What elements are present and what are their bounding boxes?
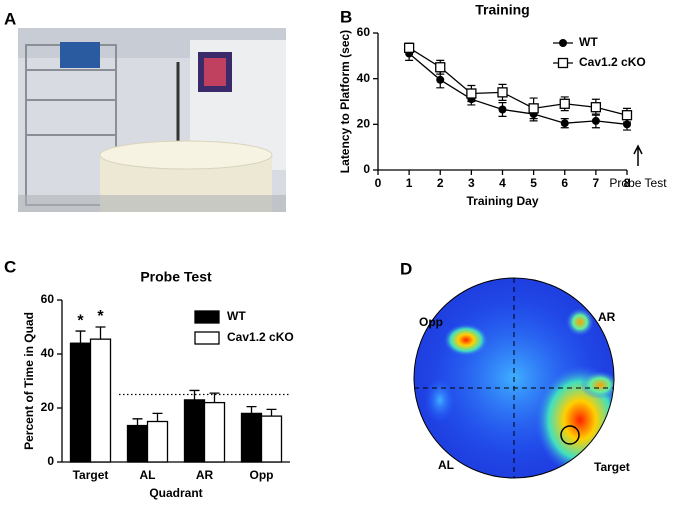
- marker: [621, 110, 633, 121]
- error-bar: [132, 418, 143, 426]
- marker: [466, 88, 477, 99]
- marker: [590, 102, 602, 113]
- y-tick-label: 60: [41, 292, 55, 306]
- bar: [183, 399, 206, 463]
- x-tick-label: Target: [73, 468, 109, 482]
- x-axis-label: Quadrant: [149, 486, 202, 500]
- y-tick-label: 0: [363, 162, 370, 176]
- bar: [89, 338, 112, 463]
- y-tick-label: 40: [41, 346, 55, 360]
- marker: [528, 103, 539, 114]
- x-tick-label: 2: [437, 176, 444, 190]
- line: [408, 53, 628, 125]
- y-axis-label: Latency to Platform (sec): [338, 30, 352, 173]
- significance: *: [97, 308, 104, 325]
- legend-label: Cav1.2 cKO: [227, 330, 294, 344]
- error-bar: [246, 406, 257, 414]
- legend-label: WT: [227, 309, 246, 323]
- marker: [559, 98, 570, 109]
- marker: [435, 62, 446, 73]
- x-tick-label: 5: [530, 176, 537, 190]
- y-tick-label: 20: [357, 117, 371, 131]
- marker: [591, 116, 600, 125]
- x-tick-label: Opp: [250, 468, 274, 482]
- x-tick-label: 3: [468, 176, 475, 190]
- quadrant-label: AR: [598, 310, 616, 324]
- photo: [18, 28, 286, 212]
- line: [408, 47, 628, 116]
- annotation-arrow: [633, 144, 643, 166]
- error-bar: [95, 326, 106, 340]
- error-bar: [75, 330, 86, 344]
- bar: [240, 412, 263, 463]
- panel-label: C: [4, 257, 16, 276]
- quadrant-label: Target: [594, 460, 630, 474]
- marker: [498, 105, 507, 114]
- significance: *: [77, 312, 84, 329]
- marker: [436, 75, 445, 84]
- panel-label: B: [340, 7, 352, 26]
- error-bar: [209, 392, 220, 403]
- chart-title: Probe Test: [140, 269, 212, 285]
- marker: [403, 42, 415, 53]
- x-tick-label: 6: [561, 176, 568, 190]
- marker: [497, 87, 508, 98]
- legend-swatch: [194, 310, 220, 324]
- legend-marker: [557, 57, 569, 69]
- platform: [560, 425, 580, 445]
- legend-marker: [559, 39, 567, 47]
- y-tick-label: 0: [47, 454, 54, 468]
- bar: [146, 420, 169, 463]
- error-bar: [266, 408, 277, 417]
- heatmap: [414, 278, 614, 478]
- bar: [69, 342, 92, 463]
- bar: [126, 424, 149, 463]
- x-tick-label: 1: [406, 176, 413, 190]
- x-tick-label: AL: [140, 468, 156, 482]
- y-tick-label: 60: [357, 25, 371, 39]
- annotation: Probe Test: [609, 176, 667, 190]
- error-bar: [152, 412, 163, 422]
- y-tick-label: 40: [357, 71, 371, 85]
- bar: [260, 415, 283, 463]
- x-tick-label: 4: [499, 176, 506, 190]
- bar: [203, 401, 226, 463]
- quadrant-label: Opp: [419, 315, 443, 329]
- x-axis-label: Training Day: [466, 194, 538, 208]
- legend-swatch: [194, 331, 220, 345]
- chart-title: Training: [475, 2, 529, 18]
- legend-label: Cav1.2 cKO: [579, 55, 646, 69]
- quadrant-label: AL: [438, 458, 454, 472]
- y-tick-label: 20: [41, 400, 55, 414]
- panel-label: A: [4, 9, 16, 28]
- x-tick-label: 8: [624, 176, 631, 190]
- y-axis-label: Percent of Time in Quad: [22, 312, 36, 450]
- marker: [560, 119, 569, 128]
- x-tick-label: 0: [375, 176, 382, 190]
- panel-label: D: [400, 259, 412, 278]
- legend-label: WT: [579, 35, 598, 49]
- x-tick-label: AR: [196, 468, 214, 482]
- error-bar: [189, 389, 200, 400]
- x-tick-label: 7: [593, 176, 600, 190]
